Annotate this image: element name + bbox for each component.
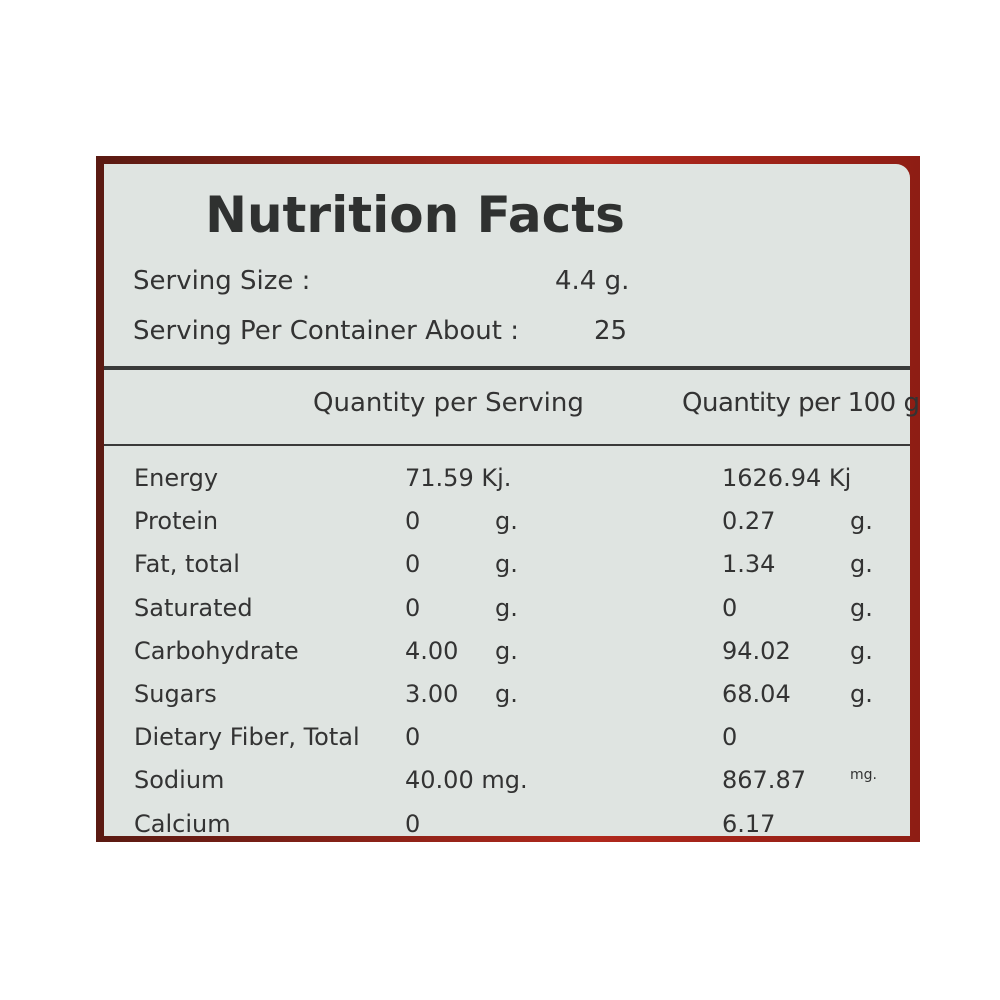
per100-amount: 1626.94 Kj	[722, 464, 852, 492]
per100-unit: g.	[850, 636, 873, 665]
per100-unit: mg.	[850, 767, 877, 784]
serving-amount: 0	[405, 507, 421, 536]
per100-amount: 0.27	[722, 507, 776, 536]
per100-unit: g.	[850, 593, 873, 622]
nutrient-name: Sodium	[134, 766, 225, 795]
serving-amount: 0	[405, 550, 421, 579]
serving-value: 25	[594, 316, 628, 346]
nutrient-name: Protein	[134, 507, 219, 536]
nutrient-name: Dietary Fiber, Total	[134, 723, 360, 752]
nutrient-name: Calcium	[134, 809, 231, 838]
per100-unit: g.	[850, 550, 873, 579]
title: Nutrition Facts	[205, 186, 625, 244]
serving-label: Serving Size :	[133, 266, 311, 296]
serving-amount: 71.59 Kj.	[405, 464, 512, 492]
nutrient-name: Carbohydrate	[134, 636, 299, 665]
nutrition-label	[104, 164, 910, 836]
serving-amount: 40.00 mg.	[405, 766, 528, 795]
serving-unit: g.	[495, 593, 518, 622]
per100-amount: 867.87	[722, 766, 806, 795]
divider	[104, 366, 910, 370]
column-header: Quantity per 100 g	[682, 388, 920, 418]
serving-amount: 4.00	[405, 636, 459, 665]
serving-amount: 0	[405, 723, 421, 752]
per100-amount: 1.34	[722, 550, 776, 579]
serving-value: 4.4 g.	[555, 266, 630, 296]
serving-unit: g.	[495, 680, 518, 708]
per100-unit: g.	[850, 507, 873, 536]
serving-unit: g.	[495, 636, 518, 665]
per100-unit: g.	[850, 680, 873, 708]
column-header: Quantity per Serving	[313, 388, 584, 418]
per100-amount: 6.17	[722, 809, 776, 838]
per100-amount: 94.02	[722, 636, 791, 665]
nutrient-name: Sugars	[134, 680, 217, 708]
nutrient-name: Energy	[134, 464, 219, 492]
nutrient-name: Fat, total	[134, 550, 240, 579]
divider	[104, 444, 910, 446]
serving-amount: 0	[405, 593, 421, 622]
serving-unit: g.	[495, 550, 518, 579]
per100-amount: 68.04	[722, 680, 791, 708]
serving-unit: g.	[495, 507, 518, 536]
serving-amount: 0	[405, 809, 421, 838]
nutrient-name: Saturated	[134, 593, 253, 622]
per100-amount: 0	[722, 593, 738, 622]
per100-amount: 0	[722, 723, 738, 752]
serving-amount: 3.00	[405, 680, 459, 708]
serving-label: Serving Per Container About :	[133, 316, 519, 346]
